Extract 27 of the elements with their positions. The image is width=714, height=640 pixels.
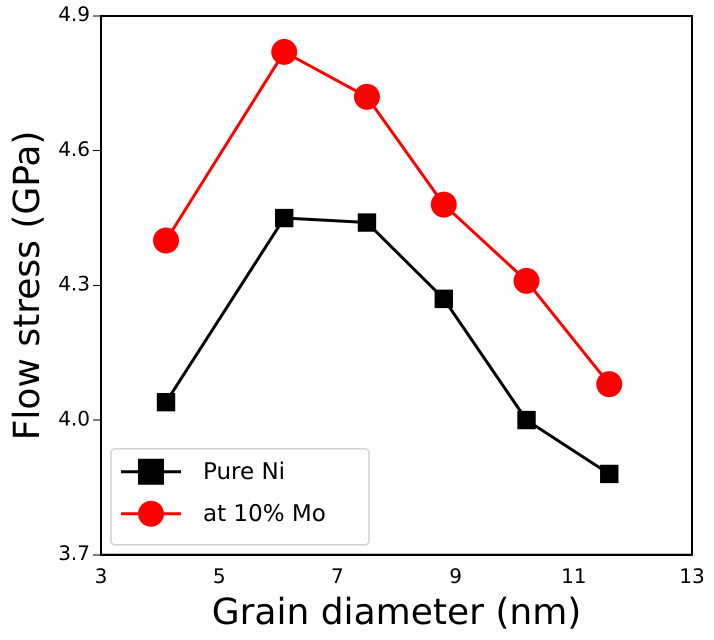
point xyxy=(358,213,376,232)
point xyxy=(514,268,540,294)
point xyxy=(596,371,622,398)
y-tick-label: 4.0 xyxy=(58,406,90,430)
point xyxy=(600,464,618,484)
x-tick-label: 7 xyxy=(331,564,344,588)
point xyxy=(434,290,453,308)
point xyxy=(156,392,176,412)
x-axis-title: Grain diameter (nm) xyxy=(212,592,582,633)
x-tick-label: 13 xyxy=(679,564,705,588)
point xyxy=(517,410,536,430)
y-tick-label: 3.7 xyxy=(58,541,90,566)
point xyxy=(271,38,298,65)
point xyxy=(430,192,457,218)
x-tick-label: 3 xyxy=(94,564,108,588)
y-tick-label: 4.9 xyxy=(58,2,90,26)
point xyxy=(354,84,380,110)
legend-label: at 10% Mo xyxy=(203,500,326,527)
point xyxy=(153,228,180,254)
x-tick-label: 9 xyxy=(449,564,462,588)
y-tick-label: 4.6 xyxy=(58,136,90,161)
y-axis-title: Flow stress (GPa) xyxy=(6,130,48,440)
x-tick-label: 5 xyxy=(212,564,226,588)
point xyxy=(275,208,294,228)
legend-label: Pure Ni xyxy=(203,458,286,485)
y-tick-label: 4.3 xyxy=(58,272,90,296)
x-tick-label: 11 xyxy=(561,564,587,588)
